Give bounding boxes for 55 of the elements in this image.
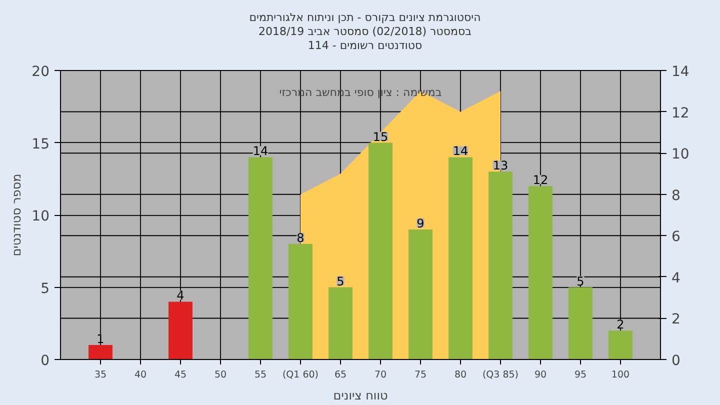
y2-tick-label: 12 <box>672 105 690 122</box>
x-tick-label: 45 <box>174 370 187 380</box>
y-tick-label: 10 <box>32 208 50 224</box>
bar <box>528 186 552 360</box>
data-label: 2 <box>616 318 624 332</box>
data-label: 12 <box>532 173 548 188</box>
x-tick-label: 75 <box>414 370 427 380</box>
y-tick-label: 15 <box>32 136 50 152</box>
bar <box>368 142 392 360</box>
y2-tick-label: 0 <box>672 353 680 369</box>
y-tick-label: 20 <box>32 64 50 80</box>
y2-tick-label: 2 <box>672 312 680 328</box>
data-label: 9 <box>416 216 424 230</box>
bar <box>488 172 512 360</box>
bar <box>408 229 432 360</box>
data-label: 5 <box>576 274 584 288</box>
y2-tick-label: 8 <box>672 188 680 204</box>
chart-title: היסטוגרמת ציונים בקורס - תכן וניתוח אלגוריתמים <box>249 11 481 24</box>
bar <box>328 287 352 360</box>
y-tick-label: 5 <box>40 280 50 297</box>
y2-tick-label: 4 <box>672 270 680 286</box>
y2-tick-label: 14 <box>672 64 690 80</box>
x-tick-label: 65 <box>334 370 347 380</box>
bar <box>168 302 192 360</box>
data-label: 8 <box>296 230 304 245</box>
data-label: 13 <box>492 158 508 173</box>
x-tick-label: 40 <box>134 370 147 380</box>
y-axis-title: מספר סטודנטים <box>10 174 24 256</box>
x-tick-label: 80 <box>454 370 467 380</box>
data-label: 14 <box>452 144 468 158</box>
data-label: 15 <box>372 130 388 144</box>
data-label: 14 <box>252 144 268 158</box>
x-axis-title: טווח ציונים <box>333 388 388 402</box>
x-tick-label: 70 <box>374 370 387 380</box>
x-tick-label: 100 <box>611 370 630 380</box>
data-label: 5 <box>336 274 344 288</box>
x-tick-label: 90 <box>534 370 547 380</box>
bar <box>448 157 472 360</box>
bar <box>608 330 632 360</box>
x-tick-label: 55 <box>254 370 267 380</box>
bar <box>288 244 312 360</box>
y-tick-label: 0 <box>40 353 50 369</box>
bar <box>248 157 272 360</box>
x-tick-label: (Q3 85) <box>482 370 519 380</box>
data-label: 1 <box>96 332 104 346</box>
x-tick-label: (Q1 60) <box>282 370 319 380</box>
bar <box>568 287 592 360</box>
y2-tick-label: 6 <box>672 229 680 246</box>
data-label: 4 <box>176 288 184 303</box>
x-tick-label: 50 <box>214 370 227 380</box>
bar <box>88 345 112 360</box>
y2-tick-label: 10 <box>672 146 690 163</box>
x-tick-label: 35 <box>94 370 107 380</box>
chart-subtitle: בסמסטר (02/2018) סמסטר אביב 2018/19 סטודנטים רשומים - 114 <box>258 25 472 52</box>
x-tick-label: 95 <box>574 370 587 380</box>
